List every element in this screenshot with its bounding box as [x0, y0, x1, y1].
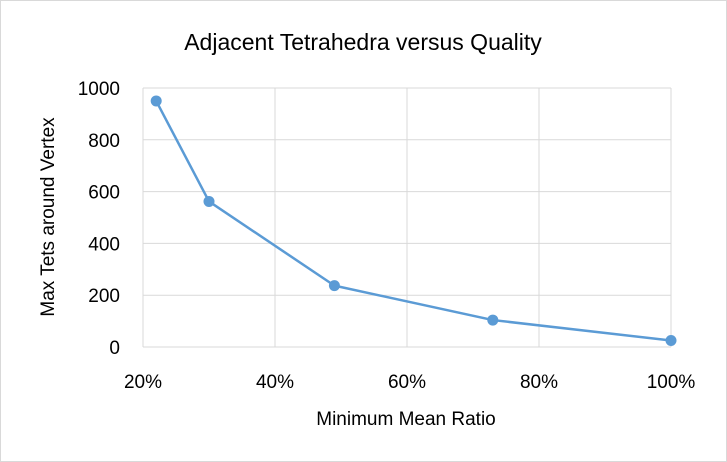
series-group	[150, 95, 677, 347]
data-point	[665, 335, 677, 347]
chart-title: Adjacent Tetrahedra versus Quality	[184, 29, 542, 55]
x-tick-label: 20%	[124, 372, 162, 393]
gridlines	[142, 87, 672, 348]
x-axis-title: Minimum Mean Ratio	[316, 409, 496, 430]
x-tick-label: 60%	[388, 372, 426, 393]
data-point	[150, 95, 162, 107]
data-point	[203, 195, 215, 207]
x-tick-label: 100%	[647, 372, 696, 393]
y-tick-label: 0	[109, 338, 120, 359]
data-point	[487, 314, 499, 326]
y-tick-label: 600	[88, 183, 120, 204]
y-tick-label: 200	[88, 286, 120, 307]
y-tick-label: 1000	[78, 79, 120, 100]
x-tick-label: 80%	[520, 372, 558, 393]
x-tick-label: 40%	[256, 372, 294, 393]
y-tick-labels: 0 200 400 600 800 1000	[78, 79, 120, 359]
y-tick-label: 400	[88, 234, 120, 255]
y-axis-title: Max Tets around Vertex	[38, 117, 59, 317]
data-point	[328, 280, 340, 292]
series-line	[155, 100, 672, 342]
y-tick-label: 800	[88, 131, 120, 152]
x-tick-labels: 20% 40% 60% 80% 100%	[124, 372, 695, 393]
